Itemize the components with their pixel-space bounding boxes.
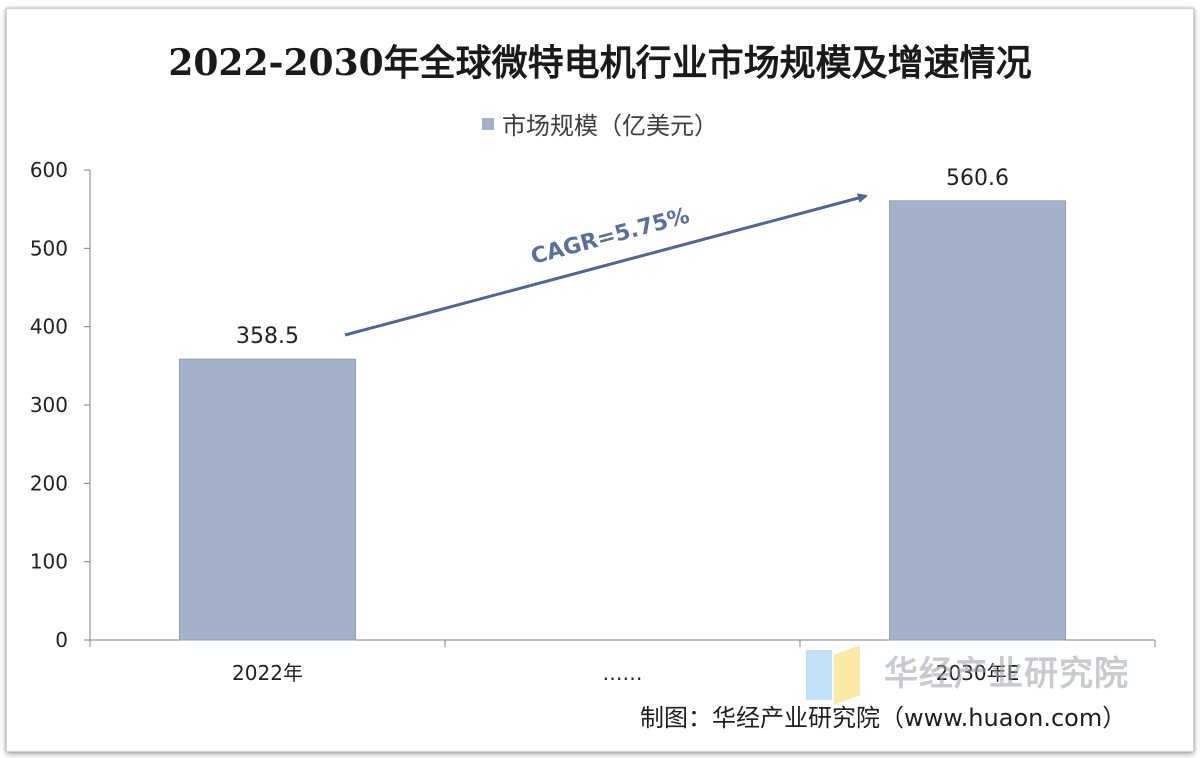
- y-axis: 0 100 200 300 400 500 600: [30, 158, 91, 652]
- bar-value-label: 560.6: [946, 166, 1009, 191]
- y-tick-label: 600: [30, 158, 68, 182]
- legend: 市场规模（亿美元）: [0, 106, 1200, 141]
- bar: [179, 358, 356, 641]
- chart-title: 2022-2030年全球微特电机行业市场规模及增速情况: [168, 42, 1032, 84]
- y-tick-label: 0: [55, 628, 68, 652]
- y-tick-label: 200: [30, 471, 68, 495]
- cagr-annotation: CAGR=5.75%: [528, 204, 692, 270]
- legend-swatch: [482, 117, 494, 130]
- watermark: 华经产业研究院: [800, 640, 1180, 710]
- data-labels: 358.5 560.6: [236, 166, 1009, 349]
- bar-value-label: 358.5: [236, 324, 299, 349]
- cagr-arrow: [344, 193, 868, 337]
- legend-label: 市场规模（亿美元）: [502, 112, 718, 140]
- watermark-logo: [806, 650, 832, 700]
- y-tick-label: 300: [30, 393, 68, 417]
- x-category-label: ……: [603, 661, 643, 685]
- y-tick-label: 500: [30, 236, 68, 260]
- x-category-label: 2022年: [232, 661, 303, 685]
- watermark-text: 华经产业研究院: [884, 654, 1129, 694]
- watermark-logo-accent: [834, 645, 860, 705]
- bar: [889, 200, 1066, 641]
- y-tick-label: 100: [30, 550, 68, 574]
- x-category-label: 2030年E: [936, 661, 1020, 685]
- bars: [179, 200, 1066, 641]
- y-tick-label: 400: [30, 315, 68, 339]
- source-note: 制图：华经产业研究院（www.huaon.com）: [640, 704, 1127, 732]
